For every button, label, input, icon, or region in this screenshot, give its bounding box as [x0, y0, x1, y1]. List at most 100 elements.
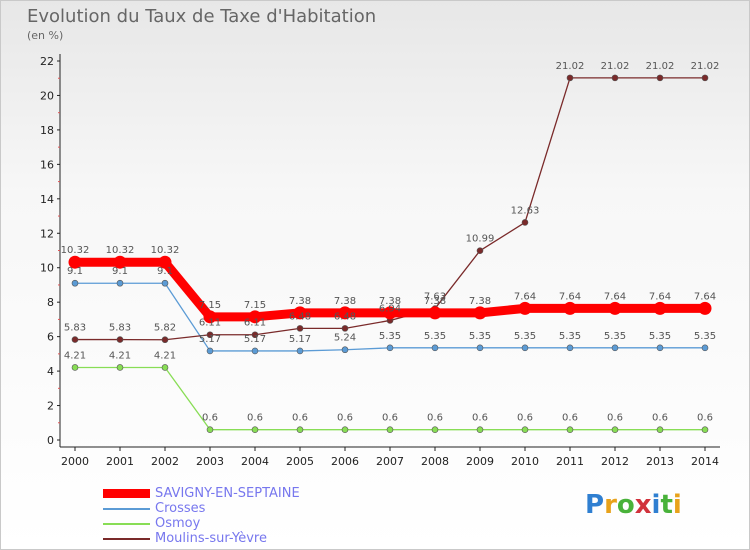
legend-label: Osmoy [155, 516, 201, 531]
data-label: 7.38 [424, 296, 446, 307]
y-tick-label: 4 [47, 365, 54, 378]
data-point [386, 344, 394, 352]
data-point [698, 301, 712, 315]
data-label: 5.82 [154, 323, 176, 334]
legend-item: Osmoy [103, 516, 300, 531]
x-tick-label: 2014 [691, 455, 719, 468]
data-point [656, 426, 664, 433]
data-point [293, 306, 307, 320]
data-point [116, 279, 124, 287]
data-label: 0.6 [202, 413, 218, 424]
data-point [251, 331, 259, 339]
data-label: 4.21 [64, 350, 86, 361]
data-label: 12.63 [511, 205, 540, 216]
data-label: 6.11 [244, 318, 266, 329]
data-point [476, 247, 484, 254]
y-tick-label: 12 [40, 227, 54, 240]
data-label: 10.32 [151, 245, 180, 256]
y-tick-label: 22 [40, 55, 54, 68]
data-label: 6.48 [289, 311, 311, 322]
y-tick-label: 20 [40, 89, 54, 102]
data-label: 7.63 [424, 292, 446, 303]
legend-item: Moulins-sur-Yèvre [103, 531, 300, 546]
data-label: 7.64 [559, 291, 581, 302]
data-point [518, 301, 532, 315]
data-point [608, 301, 622, 315]
data-point [386, 426, 394, 433]
chart-subtitle: (en %) [27, 29, 64, 42]
data-point [611, 426, 619, 433]
data-point [341, 346, 349, 354]
data-label: 7.38 [334, 296, 356, 307]
data-label: 5.35 [469, 331, 491, 342]
data-point [341, 426, 349, 433]
x-tick-label: 2007 [376, 455, 404, 468]
x-tick-label: 2001 [106, 455, 134, 468]
data-label: 9.1 [67, 266, 83, 277]
data-point [338, 306, 352, 320]
x-tick-label: 2000 [61, 455, 89, 468]
legend-item: SAVIGNY-EN-SEPTAINE [103, 486, 300, 501]
data-point [476, 344, 484, 352]
data-point [206, 426, 214, 433]
data-point [341, 325, 349, 332]
data-label: 7.38 [469, 296, 491, 307]
data-point [563, 301, 577, 315]
data-label: 0.6 [517, 413, 533, 424]
y-tick-label: 2 [47, 400, 54, 413]
y-tick-label: 18 [40, 124, 54, 137]
legend-swatch [103, 537, 150, 540]
y-tick-label: 0 [47, 434, 54, 447]
y-tick-label: 10 [40, 262, 54, 275]
data-label: 0.6 [292, 413, 308, 424]
data-point [521, 344, 529, 352]
data-point [611, 344, 619, 352]
data-label: 21.02 [601, 61, 630, 72]
data-point [206, 347, 214, 355]
data-point [383, 306, 397, 320]
x-tick-label: 2009 [466, 455, 494, 468]
data-label: 6.48 [334, 311, 356, 322]
legend-label: Moulins-sur-Yèvre [155, 531, 267, 546]
legend-swatch [103, 507, 150, 510]
data-label: 21.02 [556, 61, 585, 72]
data-label: 10.32 [61, 245, 90, 256]
data-label: 7.15 [244, 300, 266, 311]
data-label: 10.32 [106, 245, 135, 256]
data-label: 21.02 [691, 61, 720, 72]
data-point [116, 336, 124, 343]
data-point [701, 344, 709, 352]
data-label: 5.35 [604, 331, 626, 342]
data-label: 6.94 [379, 303, 401, 314]
x-tick-label: 2003 [196, 455, 224, 468]
data-label: 5.35 [514, 331, 536, 342]
data-label: 0.6 [697, 413, 713, 424]
data-point [521, 219, 529, 226]
data-label: 9.1 [112, 266, 128, 277]
data-point [431, 426, 439, 433]
data-point [296, 325, 304, 332]
data-point [473, 306, 487, 320]
data-label: 0.6 [652, 413, 668, 424]
data-label: 5.83 [109, 323, 131, 334]
x-tick-label: 2012 [601, 455, 629, 468]
data-point [161, 336, 169, 344]
x-tick-label: 2002 [151, 455, 179, 468]
x-tick-label: 2005 [286, 455, 314, 468]
y-tick-label: 6 [47, 331, 54, 344]
data-point [248, 310, 262, 324]
data-label: 5.17 [289, 334, 311, 345]
data-point [203, 310, 217, 324]
data-point [71, 364, 79, 371]
data-point [206, 331, 214, 339]
y-tick-label: 8 [47, 296, 54, 309]
data-label: 5.17 [244, 334, 266, 345]
data-label: 7.64 [649, 291, 671, 302]
data-point [428, 306, 442, 320]
data-point [116, 364, 124, 371]
y-tick-label: 14 [40, 193, 54, 206]
data-point [521, 426, 529, 433]
data-label: 7.15 [199, 300, 221, 311]
